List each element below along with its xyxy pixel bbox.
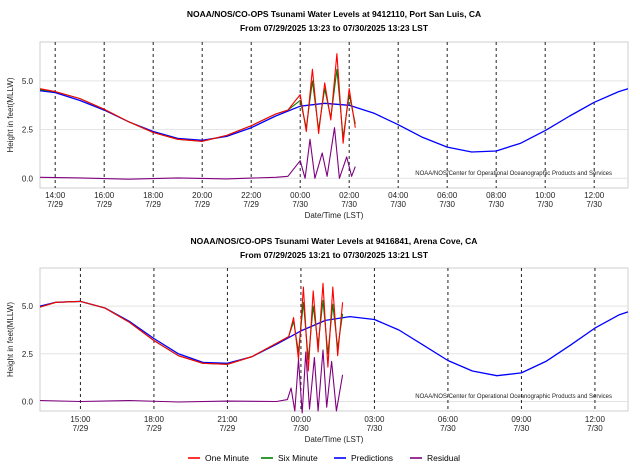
x-tick-label: 06:00 xyxy=(438,415,459,424)
series-one-minute-line xyxy=(39,282,344,372)
x-tick-label: 15:00 xyxy=(70,415,91,424)
x-tick-label: 00:00 xyxy=(291,415,312,424)
x-tick-date-label: 7/30 xyxy=(293,424,309,433)
x-tick-date-label: 7/30 xyxy=(341,200,357,209)
x-tick-date-label: 7/30 xyxy=(440,424,456,433)
chart-title: NOAA/NOS/CO-OPS Tsunami Water Levels at … xyxy=(187,9,481,19)
x-axis-label: Date/Time (LST) xyxy=(305,211,364,220)
x-tick-date-label: 7/29 xyxy=(220,424,236,433)
legend-label: One Minute xyxy=(205,453,249,463)
x-tick-date-label: 7/30 xyxy=(439,200,455,209)
x-tick-date-label: 7/29 xyxy=(146,424,162,433)
chart-title: NOAA/NOS/CO-OPS Tsunami Water Levels at … xyxy=(191,236,478,246)
x-tick-date-label: 7/29 xyxy=(145,200,161,209)
x-tick-date-label: 7/30 xyxy=(292,200,308,209)
x-tick-date-label: 7/29 xyxy=(243,200,259,209)
y-tick-label: 2.5 xyxy=(22,126,34,135)
x-tick-label: 18:00 xyxy=(143,191,164,200)
x-tick-label: 00:00 xyxy=(290,191,311,200)
x-tick-label: 16:00 xyxy=(94,191,115,200)
x-tick-date-label: 7/30 xyxy=(488,200,504,209)
series-residual-line xyxy=(39,127,356,180)
legend: One Minute Six Minute Predictions Residual xyxy=(188,453,460,463)
y-tick-label: 2.5 xyxy=(22,350,34,359)
x-tick-date-label: 7/29 xyxy=(194,200,210,209)
x-tick-label: 06:00 xyxy=(437,191,458,200)
legend-label: Predictions xyxy=(351,453,393,463)
x-tick-label: 04:00 xyxy=(388,191,409,200)
legend-label: Six Minute xyxy=(278,453,318,463)
x-tick-label: 20:00 xyxy=(192,191,213,200)
x-tick-label: 03:00 xyxy=(364,415,385,424)
x-tick-date-label: 7/30 xyxy=(514,424,530,433)
x-tick-date-label: 7/30 xyxy=(367,424,383,433)
x-tick-date-label: 7/29 xyxy=(47,200,63,209)
x-tick-date-label: 7/29 xyxy=(73,424,89,433)
x-tick-label: 08:00 xyxy=(486,191,507,200)
y-tick-label: 5.0 xyxy=(22,77,34,86)
series-residual-line xyxy=(39,349,344,414)
credit-text: NOAA/NOS/Center for Operational Oceanogr… xyxy=(415,171,612,177)
y-tick-label: 0.0 xyxy=(22,397,34,406)
chart-subtitle: From 07/29/2025 13:23 to 07/30/2025 13:2… xyxy=(240,23,429,33)
plot-area xyxy=(39,41,629,189)
x-tick-date-label: 7/30 xyxy=(586,200,602,209)
chart-subtitle: From 07/29/2025 13:21 to 07/30/2025 13:2… xyxy=(240,250,429,260)
x-tick-label: 02:00 xyxy=(339,191,360,200)
y-tick-label: 5.0 xyxy=(22,302,34,311)
y-tick-label: 0.0 xyxy=(22,174,34,183)
y-axis-label: Height in feet(MLLW) xyxy=(6,77,15,152)
x-tick-date-label: 7/30 xyxy=(587,424,603,433)
x-tick-label: 21:00 xyxy=(217,415,238,424)
series-predictions-line xyxy=(39,300,629,377)
x-tick-label: 12:00 xyxy=(585,415,606,424)
x-tick-date-label: 7/30 xyxy=(537,200,553,209)
chart-panel-2: NOAA/NOS/CO-OPS Tsunami Water Levels at … xyxy=(6,236,629,444)
chart-panel-1: NOAA/NOS/CO-OPS Tsunami Water Levels at … xyxy=(6,9,629,220)
x-tick-label: 09:00 xyxy=(511,415,532,424)
x-tick-label: 14:00 xyxy=(45,191,66,200)
series-one-minute-line xyxy=(39,53,356,144)
x-tick-date-label: 7/30 xyxy=(390,200,406,209)
x-tick-label: 18:00 xyxy=(144,415,165,424)
x-tick-date-label: 7/29 xyxy=(96,200,112,209)
x-tick-label: 22:00 xyxy=(241,191,262,200)
x-tick-label: 12:00 xyxy=(584,191,605,200)
x-axis-label: Date/Time (LST) xyxy=(305,435,364,444)
x-tick-label: 10:00 xyxy=(535,191,556,200)
legend-label: Residual xyxy=(427,453,460,463)
credit-text: NOAA/NOS/Center for Operational Oceanogr… xyxy=(415,394,612,400)
y-axis-label: Height in feet(MLLW) xyxy=(6,302,15,377)
